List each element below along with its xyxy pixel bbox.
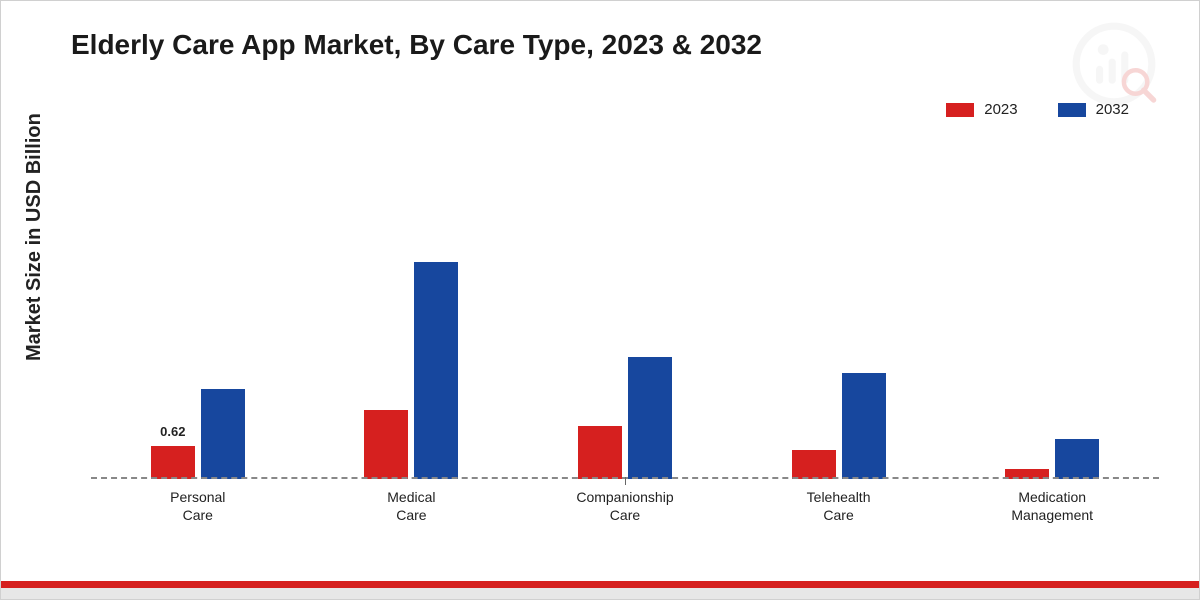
bar-group	[732, 161, 946, 479]
bar-2023: 0.62	[151, 446, 195, 479]
plot-area: 0.62 PersonalCareMedicalCareCompanionshi…	[91, 161, 1159, 529]
bar-group	[945, 161, 1159, 479]
x-axis-category-label: TelehealthCare	[732, 483, 946, 529]
footer-red-bar	[1, 581, 1199, 588]
legend-label-2023: 2023	[984, 101, 1017, 118]
legend-swatch-2032	[1058, 103, 1086, 117]
bar-group: 0.62	[91, 161, 305, 479]
bar-2032	[1055, 439, 1099, 479]
x-axis-category-label: PersonalCare	[91, 483, 305, 529]
x-axis-labels: PersonalCareMedicalCareCompanionshipCare…	[91, 483, 1159, 529]
x-axis-category-label: CompanionshipCare	[518, 483, 732, 529]
bar-value-label: 0.62	[160, 424, 185, 439]
brand-logo-icon	[1069, 19, 1159, 109]
legend-label-2032: 2032	[1096, 101, 1129, 118]
bar-2023	[364, 410, 408, 479]
bar-2032	[842, 373, 886, 479]
legend-item-2032: 2032	[1058, 101, 1129, 118]
x-axis-category-label: MedicationManagement	[945, 483, 1159, 529]
bar-2032	[414, 262, 458, 479]
legend-swatch-2023	[946, 103, 974, 117]
footer-stripe	[1, 581, 1199, 599]
legend: 2023 2032	[946, 101, 1129, 118]
legend-item-2023: 2023	[946, 101, 1017, 118]
bar-group	[305, 161, 519, 479]
bar-2023	[792, 450, 836, 479]
chart-title: Elderly Care App Market, By Care Type, 2…	[71, 29, 762, 61]
footer-grey-bar	[1, 588, 1199, 599]
chart-frame: Elderly Care App Market, By Care Type, 2…	[0, 0, 1200, 600]
bar-2032	[628, 357, 672, 479]
x-axis-category-label: MedicalCare	[305, 483, 519, 529]
bar-group	[518, 161, 732, 479]
x-axis-tick	[625, 477, 626, 485]
bar-2023	[578, 426, 622, 479]
bar-2032	[201, 389, 245, 479]
bar-groups: 0.62	[91, 161, 1159, 479]
y-axis-label: Market Size in USD Billion	[23, 113, 46, 361]
